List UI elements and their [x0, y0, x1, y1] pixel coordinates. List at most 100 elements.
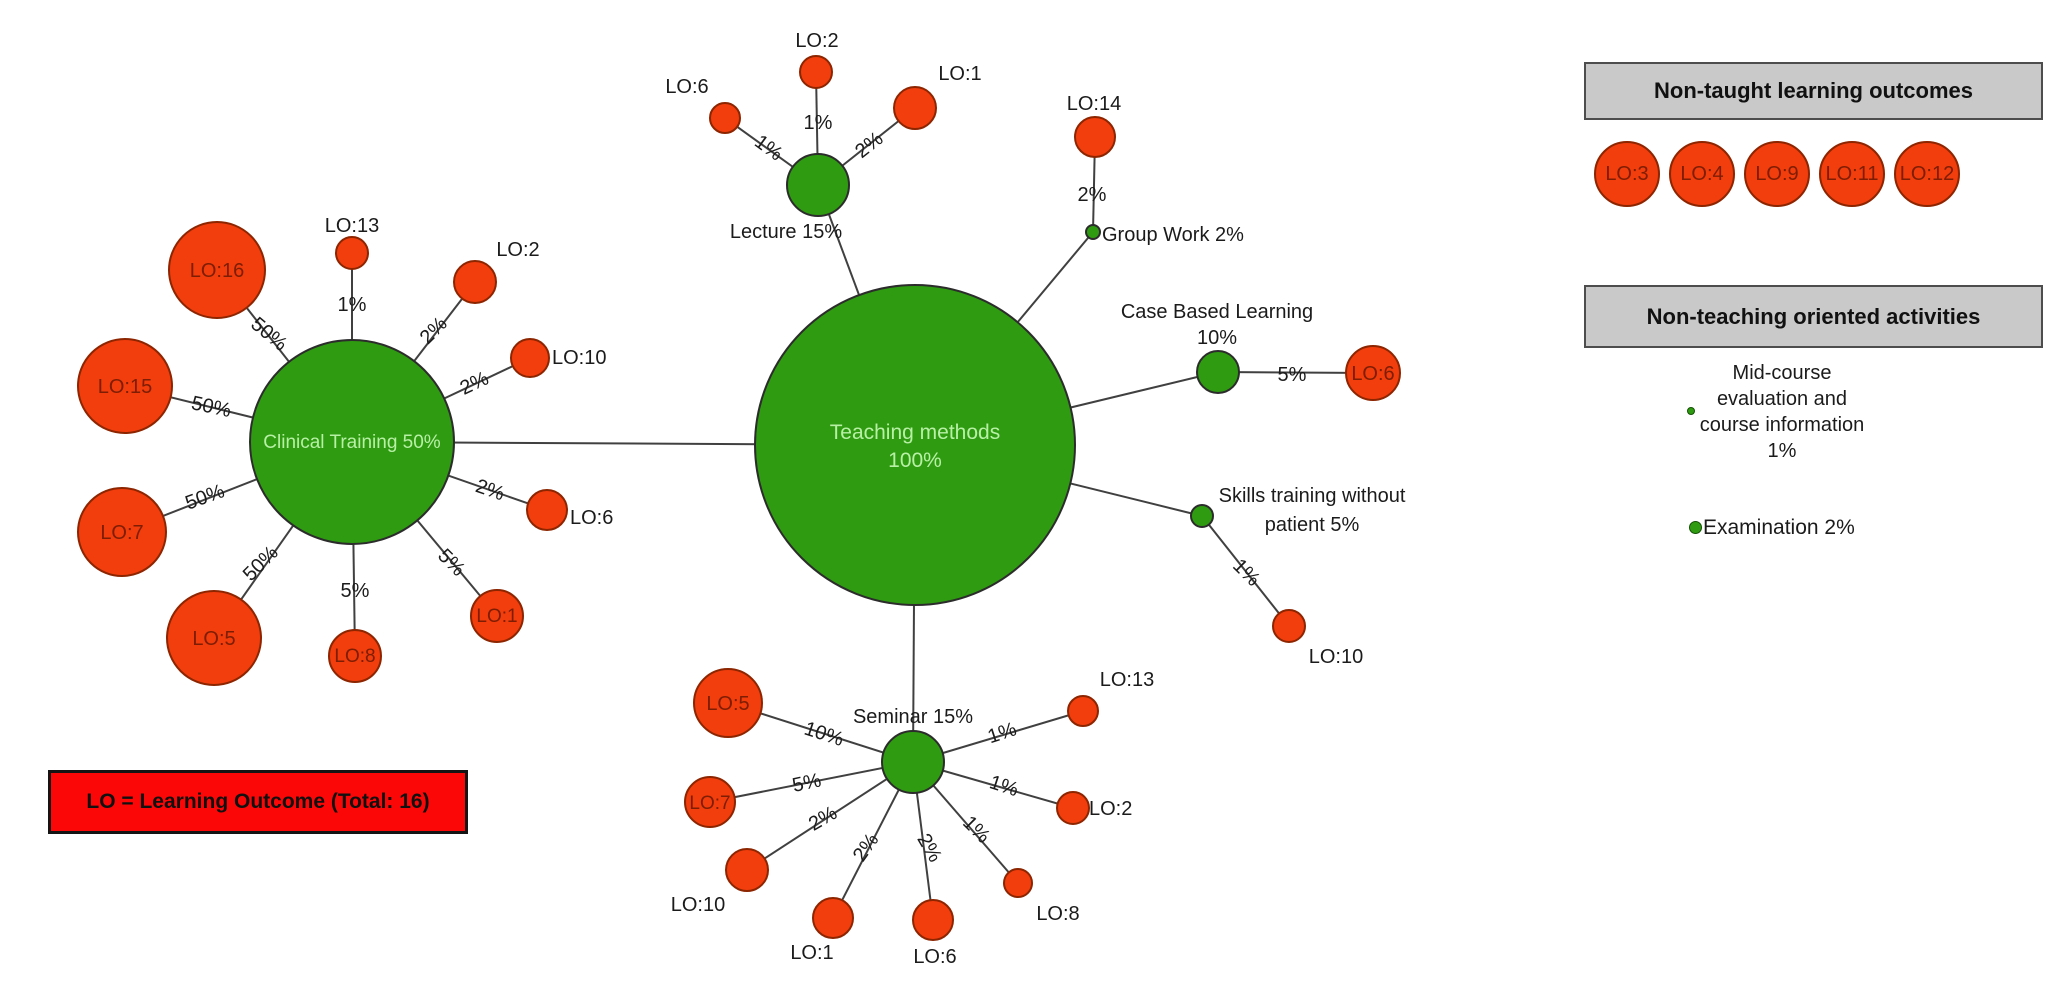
non-taught-outcome-lo-11: LO:11 [1819, 141, 1885, 207]
node-label-teaching: Teaching methods 100% [830, 421, 1000, 472]
node-label-sem_lo5: LO:5 [706, 693, 749, 715]
node-cl_lo16 [168, 221, 266, 319]
non-taught-outcomes-title: Non-taught learning outcomes [1654, 78, 1973, 103]
edge-label-seminar-sem_lo2: 1% [987, 771, 1021, 801]
edge-seminar-sem_lo7 [709, 761, 914, 803]
node-clinical [249, 339, 455, 545]
node-label-lecture: Lecture 15% [730, 221, 843, 243]
node-cl_lo2 [453, 260, 497, 304]
node-groupwork [1085, 224, 1101, 240]
node-gw_lo14 [1074, 116, 1116, 158]
node-cl_lo5 [166, 590, 262, 686]
edge-skills-sk_lo10 [1201, 515, 1290, 627]
node-label-sem_lo7: LO:7 [689, 793, 730, 814]
non-teaching-activities-title: Non-teaching oriented activities [1646, 303, 1981, 329]
node-cl_lo7 [77, 487, 167, 577]
edge-label-clinical-cl_lo6: 2% [473, 475, 508, 505]
node-label-groupwork: Group Work 2% [1102, 224, 1244, 246]
node-label-cl_lo7: LO:7 [100, 522, 143, 544]
node-label-sem_lo13: LO:13 [1100, 669, 1154, 691]
node-label-lec_lo6: LO:6 [665, 76, 708, 98]
non-taught-outcomes-header: Non-taught learning outcomes [1584, 62, 2043, 120]
examination-label: Examination 2% [1703, 515, 1855, 539]
node-label-sem_lo10: LO:10 [671, 894, 725, 916]
node-cb_lo6 [1345, 345, 1401, 401]
edge-label-clinical-cl_lo15: 50% [189, 392, 233, 422]
node-sk_lo10 [1272, 609, 1306, 643]
edge-label-seminar-sem_lo6: 2% [912, 830, 946, 866]
lo-legend-label: LO = Learning Outcome (Total: 16) [86, 790, 430, 813]
edge-label-seminar-sem_lo13: 1% [985, 718, 1019, 748]
edge-label-clinical-cl_lo16: 50% [246, 313, 291, 356]
non-taught-outcome-lo-4: LO:4 [1669, 141, 1735, 207]
node-cl_lo13 [335, 236, 369, 270]
examination-item: Examination 2% [1689, 515, 1855, 540]
node-label-cl_lo2: LO:2 [496, 239, 539, 261]
node-label-cb_lo6: LO:6 [1351, 363, 1394, 385]
node-label-sem_lo8: LO:8 [1036, 903, 1079, 925]
node-label-lec_lo2: LO:2 [795, 30, 838, 52]
node-label-cl_lo8: LO:8 [334, 646, 375, 667]
node-label-cl_lo15: LO:15 [98, 376, 152, 398]
node-skills [1190, 504, 1214, 528]
node-label-seminar: Seminar 15% [853, 706, 973, 728]
non-taught-outcome-lo-3: LO:3 [1594, 141, 1660, 207]
node-label-cl_lo1: LO:1 [476, 606, 517, 627]
node-sem_lo1 [812, 897, 854, 939]
midcourse-evaluation-label: Mid-course evaluation and course informa… [1699, 362, 1865, 462]
node-label-skills: Skills training without patient 5% [1219, 485, 1406, 536]
lo-legend-box: LO = Learning Outcome (Total: 16) [48, 770, 468, 834]
node-label-cl_lo5: LO:5 [192, 628, 235, 650]
edge-label-seminar-sem_lo7: 5% [790, 769, 823, 797]
non-teaching-activities-header: Non-teaching oriented activities [1584, 285, 2043, 348]
edge-label-casebased-cb_lo6: 5% [1278, 364, 1307, 386]
edge-label-seminar-sem_lo5: 10% [801, 718, 846, 751]
edge-label-clinical-cl_lo10: 2% [457, 367, 493, 399]
edge-label-lecture-lec_lo2: 1% [804, 112, 833, 134]
node-sem_lo7 [684, 776, 736, 828]
node-sem_lo6 [912, 899, 954, 941]
non-taught-outcome-label: LO:11 [1825, 162, 1879, 185]
node-label-cl_lo13: LO:13 [325, 215, 379, 237]
node-label-cl_lo16: LO:16 [190, 260, 244, 282]
node-cl_lo1 [470, 589, 524, 643]
node-seminar [881, 730, 945, 794]
node-label-lec_lo1: LO:1 [938, 63, 981, 85]
edge-label-clinical-cl_lo13: 1% [338, 294, 367, 316]
non-taught-outcome-label: LO:4 [1680, 162, 1724, 185]
edge-label-seminar-sem_lo1: 2% [849, 829, 884, 865]
node-lec_lo2 [799, 55, 833, 89]
node-cl_lo10 [510, 338, 550, 378]
non-taught-outcome-label: LO:12 [1899, 162, 1955, 185]
node-cl_lo6 [526, 489, 568, 531]
node-cl_lo15 [77, 338, 173, 434]
midcourse-bullet-dot-icon [1687, 407, 1695, 415]
non-taught-outcome-lo-12: LO:12 [1894, 141, 1960, 207]
edge-label-groupwork-gw_lo14: 2% [1078, 184, 1107, 206]
non-taught-outcomes-row: LO:3 LO:4 LO:9 LO:11 LO:12 [1594, 141, 1960, 207]
node-label-casebased: Case Based Learning 10% [1121, 301, 1313, 349]
non-taught-outcome-label: LO:3 [1605, 162, 1649, 185]
node-sem_lo10 [725, 848, 769, 892]
node-label-clinical: Clinical Training 50% [263, 432, 441, 453]
edge-label-skills-sk_lo10: 1% [1228, 555, 1264, 591]
edge-label-lecture-lec_lo6: 1% [750, 131, 786, 166]
node-cl_lo8 [328, 629, 382, 683]
non-taught-outcome-lo-9: LO:9 [1744, 141, 1810, 207]
node-sem_lo13 [1067, 695, 1099, 727]
non-taught-outcome-label: LO:9 [1755, 162, 1799, 185]
edge-label-seminar-sem_lo8: 1% [958, 812, 994, 848]
edge-label-clinical-cl_lo8: 5% [341, 580, 370, 602]
edge-label-seminar-sem_lo10: 2% [805, 802, 841, 836]
edge-label-clinical-cl_lo7: 50% [182, 480, 227, 514]
node-label-sk_lo10: LO:10 [1309, 646, 1363, 668]
node-lec_lo1 [893, 86, 937, 130]
node-label-cl_lo10: LO:10 [552, 347, 606, 369]
node-label-sem_lo2: LO:2 [1089, 798, 1132, 820]
node-casebased [1196, 350, 1240, 394]
node-sem_lo5 [693, 668, 763, 738]
examination-bullet-dot-icon [1689, 521, 1702, 534]
node-lecture [786, 153, 850, 217]
